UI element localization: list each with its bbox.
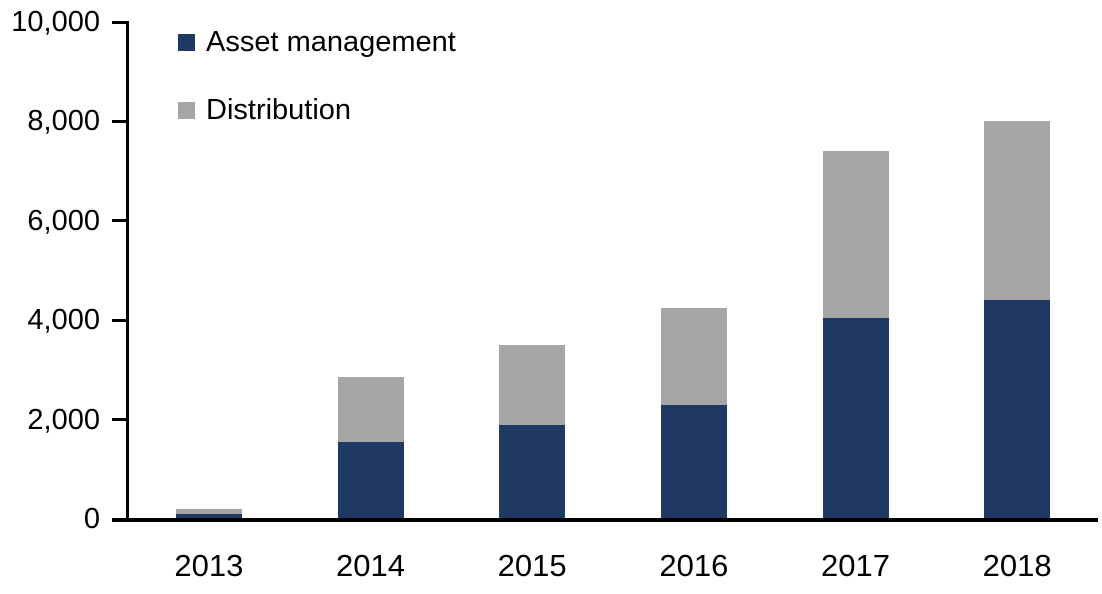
- bar-2014-asset-management: [337, 441, 404, 519]
- y-axis-tick-2000: [112, 418, 129, 422]
- bar-2013-distribution: [175, 509, 242, 515]
- y-axis-tick-4000: [112, 318, 129, 322]
- x-axis-label-2013: 2013: [174, 548, 244, 583]
- bar-2016-distribution: [660, 307, 727, 405]
- x-axis-label-2018: 2018: [982, 548, 1052, 583]
- bar-2018-distribution: [984, 121, 1051, 301]
- y-axis-tick-label-0: 0: [83, 503, 100, 535]
- bar-2014-distribution: [337, 377, 404, 442]
- y-axis-tick-6000: [112, 219, 129, 223]
- y-axis-tick-label-4000: 4,000: [27, 304, 100, 337]
- y-axis-tick-label-2000: 2,000: [27, 403, 100, 436]
- y-axis-tick-8000: [112, 119, 129, 123]
- bar-2016-asset-management: [660, 404, 727, 519]
- legend-label-distribution: Distribution: [206, 94, 352, 126]
- x-axis-line: [112, 518, 1098, 522]
- x-axis-label-2017: 2017: [821, 548, 890, 583]
- legend-swatch-asset-management: [178, 34, 195, 51]
- bar-2015-distribution: [499, 345, 566, 425]
- bar-2017-asset-management: [822, 317, 889, 519]
- y-axis-tick-label-6000: 6,000: [27, 204, 100, 237]
- legend-label-asset-management: Asset management: [206, 26, 456, 58]
- y-axis-tick-label-10000: 10,000: [11, 6, 100, 38]
- x-axis-label-2015: 2015: [497, 548, 567, 583]
- legend-item-distribution: Distribution: [178, 94, 351, 127]
- y-axis-tick-label-8000: 8,000: [27, 105, 100, 138]
- y-axis-line: [126, 22, 129, 520]
- legend-swatch-distribution: [178, 102, 195, 119]
- y-axis-tick-10000: [112, 20, 129, 24]
- bar-2018-asset-management: [984, 300, 1051, 519]
- bar-2013-asset-management: [175, 514, 242, 519]
- legend-item-asset-management: Asset management: [178, 26, 456, 59]
- x-axis-label-2014: 2014: [336, 548, 405, 583]
- bar-2015-asset-management: [499, 424, 566, 519]
- x-axis-label-2016: 2016: [659, 548, 729, 583]
- bar-2017-distribution: [822, 151, 889, 318]
